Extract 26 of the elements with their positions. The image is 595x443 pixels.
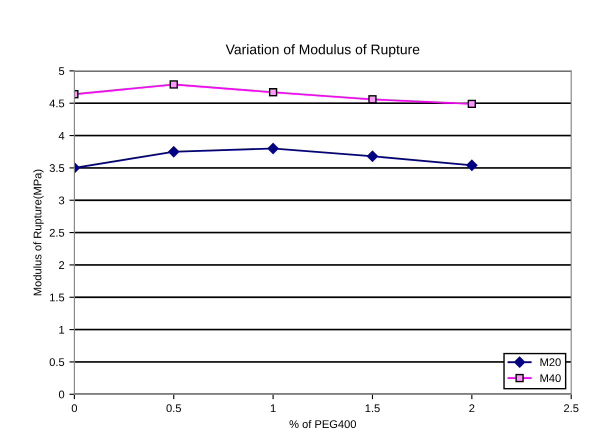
x-tick-label: 2.5	[564, 404, 578, 412]
point	[366, 150, 378, 162]
y-tick-label: 4.5	[49, 100, 64, 108]
y-tick-label: 1	[59, 326, 64, 334]
y-tick-label: 5	[58, 67, 64, 76]
legend-label: M40	[540, 374, 561, 382]
y-tick-label: 0.5	[50, 358, 64, 366]
chart-title: Variation of Modulus of Rupture	[226, 44, 420, 58]
x-tick-label: 2	[469, 404, 474, 412]
y-axis-title: Modulus of Rupture(MPa)	[33, 170, 44, 296]
y-tick-label: 3	[58, 196, 64, 204]
y-tick-label: 1.5	[50, 294, 64, 302]
legend-label: M20	[540, 358, 561, 366]
point	[168, 146, 180, 158]
y-tick-label: 2.5	[50, 228, 64, 237]
x-tick-label: 1	[270, 404, 276, 412]
x-tick-label: 0.5	[166, 404, 181, 412]
y-tick-label: 0	[58, 390, 64, 398]
x-axis-title: % of PEG400	[290, 420, 356, 428]
point	[268, 142, 279, 154]
x-tick-label: 0	[72, 404, 78, 412]
x-tick-label: 1.5	[366, 404, 380, 412]
y-tick-label: 2	[59, 261, 64, 269]
y-tick-label: 3.5	[50, 164, 64, 172]
point	[466, 160, 478, 171]
y-tick-label: 4	[58, 132, 64, 140]
